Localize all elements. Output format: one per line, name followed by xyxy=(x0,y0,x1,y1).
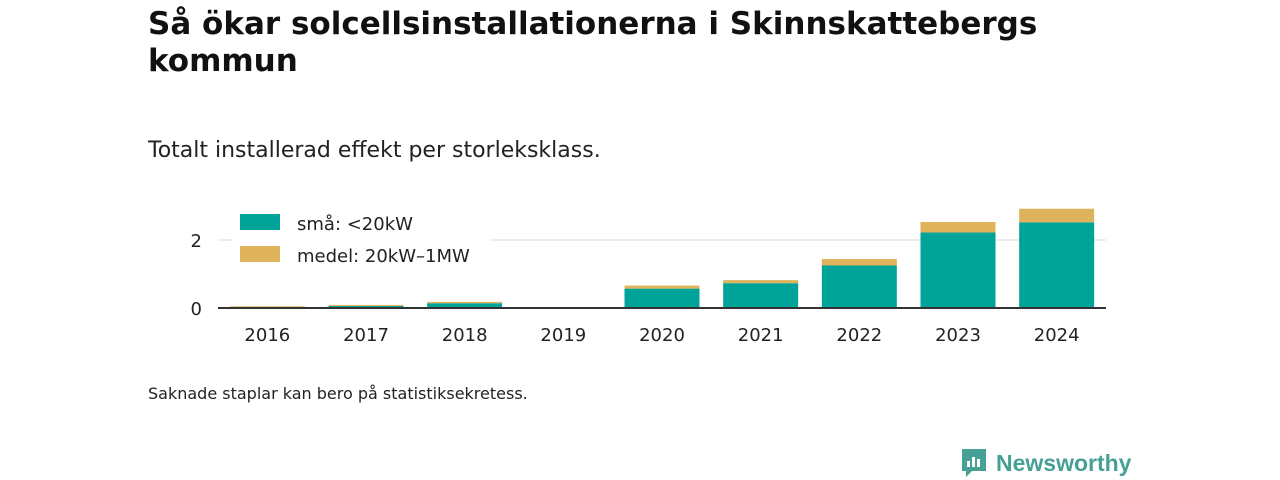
bar xyxy=(427,303,503,308)
axes: 0 2 2016 2017 2018 2019 2020 2021 2022 2023 2024 xyxy=(191,231,1106,346)
chart-title: Så ökar solcellsinstallationerna i Skinn… xyxy=(148,6,1038,79)
bar-chart: 0 2 2016 2017 2018 2019 2020 2021 2022 2023 2024 s… xyxy=(190,206,1106,346)
bar xyxy=(1019,222,1095,308)
bar xyxy=(821,259,897,266)
chart-subtitle: Totalt installerad effekt per storlekskl… xyxy=(148,138,601,163)
x-tick-label: 2017 xyxy=(343,325,389,346)
bar xyxy=(920,221,996,233)
bar xyxy=(427,301,503,304)
legend-label: medel: 20kW–1MW xyxy=(297,246,470,267)
bar xyxy=(821,265,897,308)
brand-name: Newsworthy xyxy=(996,449,1132,476)
x-tick-label: 2022 xyxy=(836,325,882,346)
x-tick-label: 2021 xyxy=(738,325,784,346)
bar xyxy=(920,232,996,308)
y-tick-label: 2 xyxy=(191,231,202,252)
bar xyxy=(1019,208,1095,223)
bar xyxy=(723,280,799,284)
x-tick-label: 2020 xyxy=(639,325,685,346)
legend: små: <20kW medel: 20kW–1MW xyxy=(232,206,490,272)
legend-label: små: <20kW xyxy=(297,214,413,235)
bars xyxy=(229,208,1095,308)
x-tick-label: 2016 xyxy=(244,325,290,346)
bar xyxy=(328,305,404,308)
bar xyxy=(624,288,700,308)
y-tick-label: 0 xyxy=(191,299,202,320)
x-tick-label: 2019 xyxy=(540,325,586,346)
x-tick-label: 2023 xyxy=(935,325,981,346)
footnote: Saknade staplar kan bero på statistiksek… xyxy=(148,384,528,403)
newsworthy-logo[interactable]: Newsworthy xyxy=(960,446,1131,480)
x-tick-label: 2018 xyxy=(442,325,488,346)
bar xyxy=(328,304,404,306)
legend-swatch xyxy=(240,246,280,262)
x-tick-label: 2024 xyxy=(1034,325,1080,346)
bar xyxy=(723,283,799,308)
newsworthy-logo-icon xyxy=(962,449,986,477)
bar xyxy=(229,306,305,308)
bar xyxy=(624,285,700,289)
legend-swatch xyxy=(240,214,280,230)
